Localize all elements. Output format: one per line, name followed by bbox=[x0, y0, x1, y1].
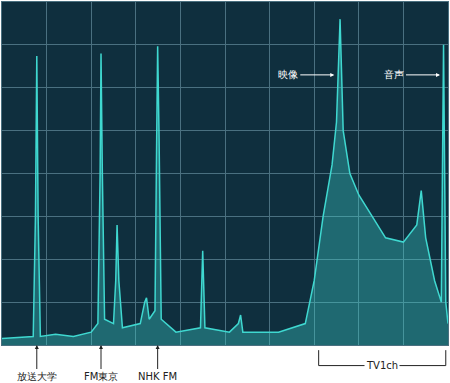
svg-text:放送大学: 放送大学 bbox=[17, 371, 57, 382]
svg-text:NHK FM: NHK FM bbox=[138, 371, 177, 382]
svg-text:FM東京: FM東京 bbox=[84, 371, 118, 382]
svg-text:音声: 音声 bbox=[384, 69, 404, 80]
svg-text:映像: 映像 bbox=[278, 69, 298, 80]
svg-text:TV1ch: TV1ch bbox=[366, 360, 398, 371]
